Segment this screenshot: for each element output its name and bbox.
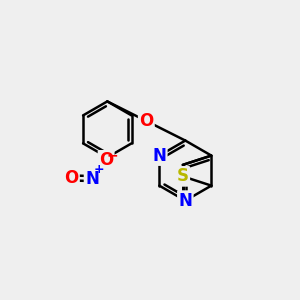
Text: O: O xyxy=(99,151,113,169)
Text: N: N xyxy=(85,169,99,188)
Text: O: O xyxy=(64,169,79,187)
Text: N: N xyxy=(152,147,166,165)
Text: +: + xyxy=(94,163,105,176)
Text: O: O xyxy=(139,112,153,130)
Text: S: S xyxy=(177,167,189,185)
Text: −: − xyxy=(106,148,118,162)
Text: N: N xyxy=(178,192,192,210)
